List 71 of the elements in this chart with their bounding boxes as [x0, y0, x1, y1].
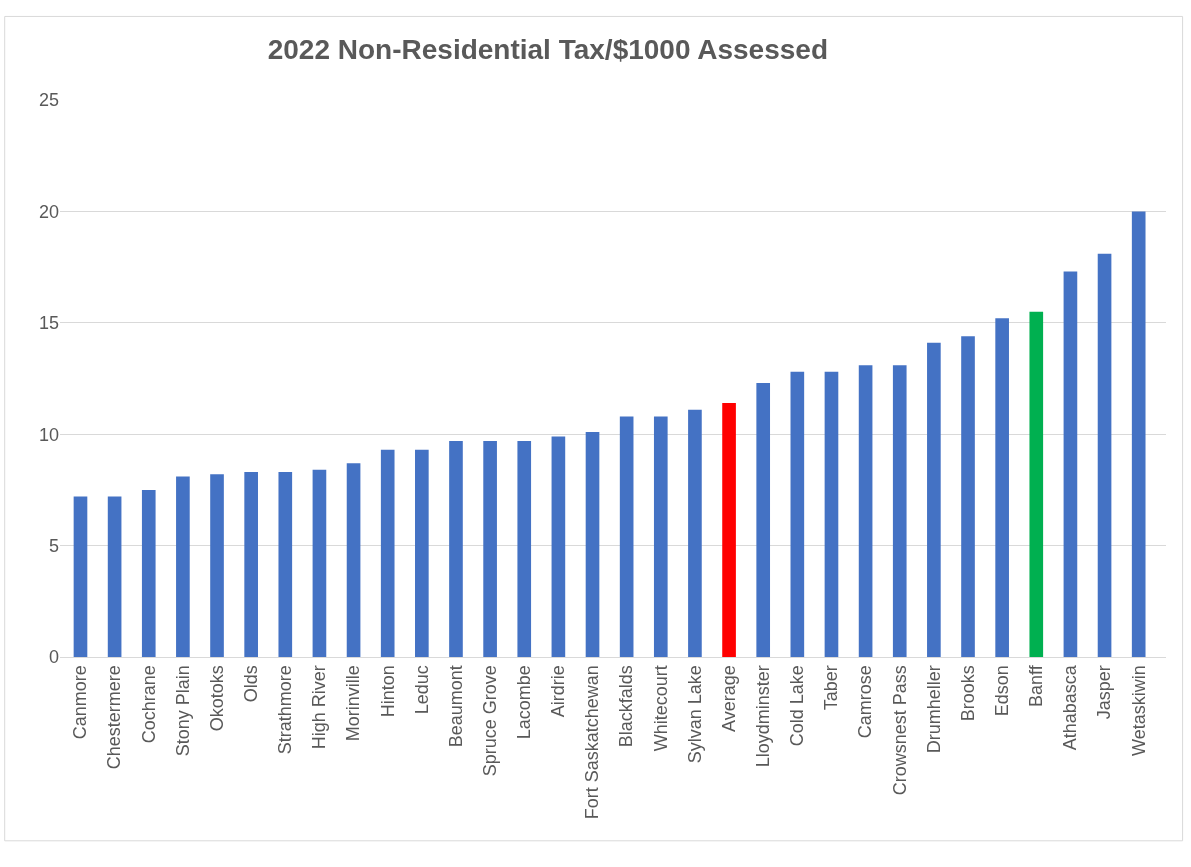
y-tick-label: 20 — [38, 201, 59, 222]
bar — [107, 496, 122, 657]
x-tick-label: Whitecourt — [650, 665, 671, 752]
bar — [1063, 271, 1078, 657]
bar — [961, 336, 975, 657]
x-tick-label: Morinville — [343, 665, 364, 742]
x-tick-label: Lloydminster — [753, 665, 774, 768]
x-tick-label: Athabasca — [1060, 664, 1081, 751]
bar — [141, 489, 156, 657]
x-tick-label: Hinton — [377, 665, 398, 718]
x-tick-label: Canmore — [70, 665, 91, 740]
x-tick-label: Airdrie — [548, 665, 569, 718]
bar — [415, 449, 429, 657]
bar — [210, 474, 224, 657]
x-tick-label: Spruce Grove — [479, 665, 500, 777]
bar — [380, 449, 395, 657]
x-tick-label: Sylvan Lake — [684, 665, 705, 764]
x-tick-label: Average — [718, 665, 739, 732]
x-tick-label: Fort Saskatchewan — [582, 665, 603, 820]
x-tick-label: Cochrane — [138, 665, 159, 744]
bar — [858, 365, 873, 657]
bar — [1097, 253, 1112, 657]
bar — [551, 436, 566, 657]
x-tick-label: Leduc — [411, 665, 432, 715]
bar — [585, 431, 600, 657]
y-tick-label: 10 — [38, 424, 59, 445]
x-tick-label: Edson — [992, 665, 1012, 717]
y-tick-label: 25 — [38, 90, 59, 111]
bar — [483, 440, 497, 657]
bar — [790, 371, 805, 657]
x-tick-label: Crowsnest Pass — [889, 665, 910, 796]
bar — [756, 382, 771, 657]
y-tick-label: 15 — [38, 313, 59, 334]
x-tick-label: Beaumont — [445, 665, 466, 748]
bar — [244, 472, 258, 657]
x-tick-label: Olds — [241, 665, 262, 703]
x-tick-label: Banff — [1026, 664, 1047, 707]
x-tick-label: Taber — [821, 665, 842, 711]
bar — [73, 496, 88, 657]
bar — [927, 342, 941, 657]
bar — [517, 440, 532, 657]
x-tick-label: Chestermere — [104, 665, 125, 770]
x-tick-label: Blackfalds — [616, 665, 637, 748]
x-tick-label: Strathmore — [275, 665, 296, 755]
bar — [995, 318, 1009, 657]
bar — [312, 469, 327, 657]
bar — [449, 440, 463, 657]
bar — [892, 365, 907, 657]
x-tick-label: High River — [309, 665, 330, 750]
bar — [176, 476, 190, 657]
y-tick-label: 0 — [48, 647, 59, 668]
bar — [1029, 311, 1044, 657]
bar — [619, 416, 634, 657]
x-tick-label: Drumheller — [923, 665, 944, 754]
x-tick-label: Jasper — [1094, 665, 1115, 720]
bar — [346, 463, 361, 657]
bar — [688, 409, 702, 657]
x-tick-label: Wetaskiwin — [1128, 665, 1149, 756]
x-tick-label: Cold Lake — [787, 665, 808, 747]
bar — [278, 472, 293, 657]
x-tick-label: Lacombe — [514, 665, 535, 740]
x-tick-label: Brooks — [957, 665, 978, 722]
x-tick-label: Stony Plain — [172, 665, 193, 757]
x-tick-label: Camrose — [855, 665, 876, 739]
x-tick-label: Okotoks — [206, 665, 227, 732]
chart-title: 2022 Non-Residential Tax/$1000 Assessed — [267, 33, 829, 65]
bar — [653, 416, 668, 657]
y-tick-label: 5 — [48, 535, 59, 556]
bar — [1131, 211, 1146, 657]
bar — [722, 403, 736, 657]
bar — [824, 371, 839, 657]
